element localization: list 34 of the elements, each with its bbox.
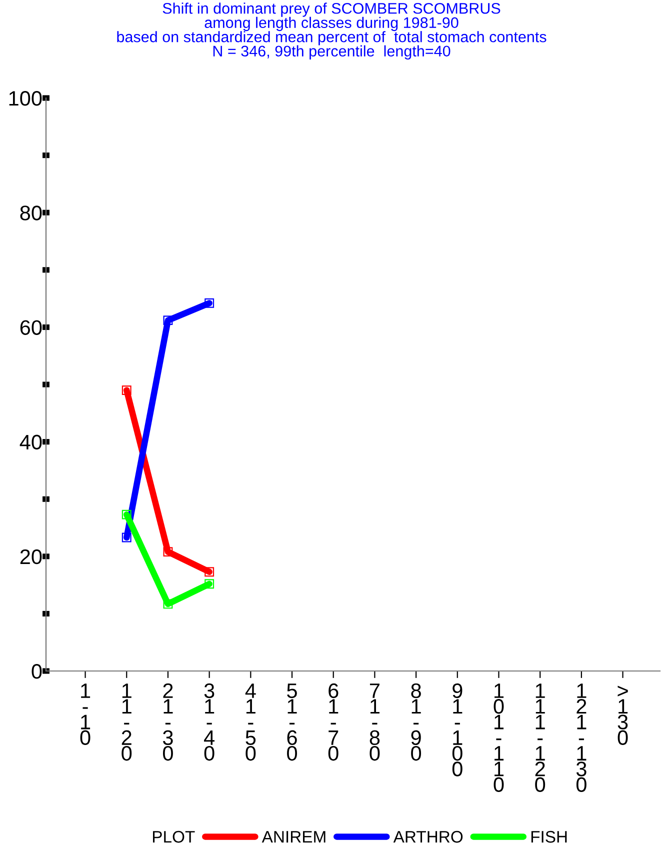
- point: [163, 599, 173, 609]
- x-tick-label: 21-30: [162, 683, 173, 761]
- point: [122, 386, 132, 395]
- x-tick-label: 61-70: [328, 683, 338, 761]
- point: [163, 316, 173, 326]
- point: [204, 298, 214, 308]
- point: [204, 567, 214, 577]
- point: [204, 579, 214, 589]
- point: [122, 510, 132, 520]
- x-tick-label: 1-10: [80, 684, 90, 746]
- legend-label: ARTHRO: [393, 830, 463, 843]
- point: [163, 547, 173, 557]
- y-tick-label: 0: [32, 664, 42, 679]
- x-tick-label: 41-50: [245, 684, 256, 761]
- y-tick-label: 60: [20, 320, 42, 335]
- legend-label: ANIREM: [262, 831, 326, 843]
- x-tick-label: 121-130: [576, 684, 586, 792]
- legend-title: PLOT: [153, 830, 195, 843]
- y-tick-label: 20: [20, 549, 42, 564]
- y-tick-label: 100: [9, 91, 42, 106]
- x-tick-label: 31-40: [204, 683, 215, 761]
- y-tick-label: 80: [20, 206, 42, 220]
- x-tick-label: 111-120: [535, 684, 546, 792]
- x-tick-label: 91-100: [452, 683, 462, 776]
- legend-label: FISH: [531, 830, 567, 843]
- x-tick-label: >130: [618, 686, 628, 746]
- x-tick-label: 101-110: [494, 684, 504, 792]
- chart-title: Shift in dominant prey of SCOMBER SCOMBRUS among length classes during 1981-90 based on standardized mean percent of total stomach contents N = 346, 99th percentile length=40: [117, 2, 546, 60]
- x-tick-label: 71-80: [370, 684, 380, 761]
- point: [122, 532, 132, 542]
- x-tick-label: 51-60: [287, 684, 297, 761]
- x-tick-label: 11-20: [122, 684, 132, 761]
- x-tick-label: 81-90: [411, 683, 422, 761]
- y-tick-label: 40: [20, 434, 42, 450]
